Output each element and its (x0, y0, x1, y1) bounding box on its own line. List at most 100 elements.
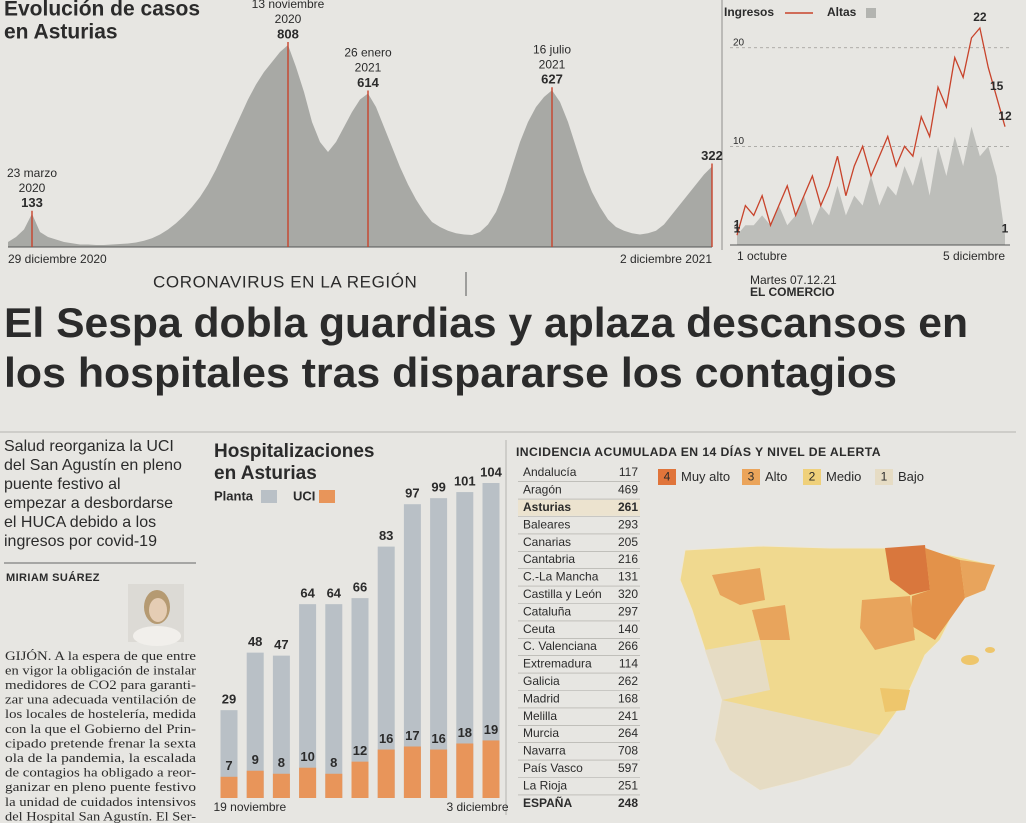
bar-label: 104 (480, 464, 502, 479)
body-line: los locales de hostelería, medida (5, 707, 197, 721)
bar (246, 652, 264, 798)
legend-level: 3 (748, 470, 755, 484)
annotation-value: 322 (701, 148, 723, 163)
legend-swatch (803, 469, 821, 485)
bar-label: 101 (454, 474, 476, 489)
body-line: del Hospital San Agustín. El Ser- (5, 809, 196, 823)
bar-label: 16 (431, 731, 445, 746)
bar-label: 16 (379, 731, 393, 746)
region-name: Galicia (523, 674, 560, 688)
body-line: zar una adecuada ventilación de (5, 693, 196, 707)
headline: El Sespa dobla guardias y aplaza descans… (4, 299, 968, 346)
bar (246, 770, 264, 798)
bar-label: 48 (248, 634, 262, 649)
bar-label: 8 (278, 755, 285, 770)
annotation-date: 26 enero (344, 46, 392, 60)
bar (220, 776, 238, 798)
annotation-date: 2021 (355, 61, 382, 75)
region-name: Cantabria (523, 552, 575, 566)
bar-label: 64 (300, 586, 315, 601)
region-name: C. Valenciana (523, 639, 597, 653)
region-name: País Vasco (523, 761, 583, 775)
region-name: Castilla y León (523, 587, 602, 601)
region-name: ESPAÑA (523, 795, 572, 810)
region-name: La Rioja (523, 778, 567, 792)
region-value: 114 (619, 657, 638, 671)
byline: MIRIAM SUÁREZ (6, 571, 100, 584)
region-name: Extremadura (523, 657, 592, 671)
annotation-date: 2020 (275, 12, 302, 26)
bar (272, 655, 290, 798)
bar (299, 767, 317, 798)
x-tick-label: 29 diciembre 2020 (8, 252, 107, 266)
bar-label: 12 (353, 743, 367, 758)
bar-label: 99 (431, 480, 445, 495)
bar-label: 97 (405, 486, 419, 501)
y-tick-label: 10 (733, 136, 745, 147)
legend-label: Alto (765, 469, 787, 484)
region-value: 168 (618, 691, 638, 705)
body-line: medidores de CO2 para garanti- (5, 678, 196, 692)
annotation-date: 23 marzo (7, 166, 57, 180)
body-line: con la que el Gobierno del Prin- (5, 722, 196, 736)
legend-label: Ingresos (724, 5, 774, 19)
bar-label: 83 (379, 528, 393, 543)
bar (220, 710, 238, 798)
region-name: Navarra (523, 744, 566, 758)
region-value: 261 (618, 500, 638, 514)
annotation-date: 2020 (19, 181, 46, 195)
data-label: 1 (1002, 221, 1009, 235)
region-name: Baleares (523, 517, 570, 531)
legend-swatch (319, 490, 335, 503)
x-tick-label: 3 diciembre (446, 800, 508, 814)
region-name: Murcia (523, 726, 559, 740)
bar (325, 773, 343, 798)
y-tick-label: 20 (733, 37, 745, 48)
region-value: 708 (618, 744, 638, 758)
bar (325, 604, 343, 798)
bar (403, 504, 421, 798)
bar (272, 773, 290, 798)
region-value: 216 (618, 552, 638, 566)
region-name: Andalucía (523, 465, 577, 479)
legend-swatch (658, 469, 676, 485)
annotation-value: 133 (21, 195, 43, 210)
headline: los hospitales tras dispararse los conta… (4, 349, 897, 396)
region-name: Melilla (523, 709, 557, 723)
region-value: 205 (618, 535, 638, 549)
region-value: 266 (618, 639, 638, 653)
bar-label: 9 (252, 752, 259, 767)
bar (482, 740, 500, 798)
region-name: Cataluña (523, 604, 571, 618)
body-line: en vigor la obligación de instalar (5, 663, 196, 677)
annotation-date: 16 julio (533, 42, 571, 56)
row-highlight (518, 499, 640, 516)
legend-label: Altas (827, 5, 857, 19)
issue-date: Martes 07.12.21 (750, 273, 837, 287)
region-name: C.-La Mancha (523, 570, 599, 584)
annotation-date: 13 noviembre (252, 0, 325, 11)
annotation-value: 614 (357, 75, 379, 90)
legend-label: Muy alto (681, 469, 730, 484)
region-value: 597 (618, 761, 638, 775)
data-label: 15 (990, 79, 1004, 93)
bar-label: 18 (458, 725, 472, 740)
x-tick-label: 1 octubre (737, 249, 787, 263)
legend-swatch (261, 490, 277, 503)
legend-label: Medio (826, 469, 861, 484)
region-value: 293 (618, 517, 638, 531)
legend-level: 1 (881, 470, 888, 484)
body-line: cipado pretende frenar la sexta (5, 736, 197, 750)
region-value: 264 (618, 726, 638, 740)
legend-label: Bajo (898, 469, 924, 484)
chart-title: en Asturias (214, 463, 317, 484)
region-value: 251 (618, 778, 638, 792)
region-name: Canarias (523, 535, 571, 549)
bar (403, 746, 421, 798)
region-name: Aragón (523, 483, 562, 497)
annotation-value: 808 (277, 26, 299, 41)
kicker: CORONAVIRUS EN LA REGIÓN (153, 272, 417, 291)
summary-line: del San Agustín en pleno (4, 457, 182, 474)
region-value: 320 (618, 587, 638, 601)
chart-title: Hospitalizaciones (214, 441, 375, 462)
